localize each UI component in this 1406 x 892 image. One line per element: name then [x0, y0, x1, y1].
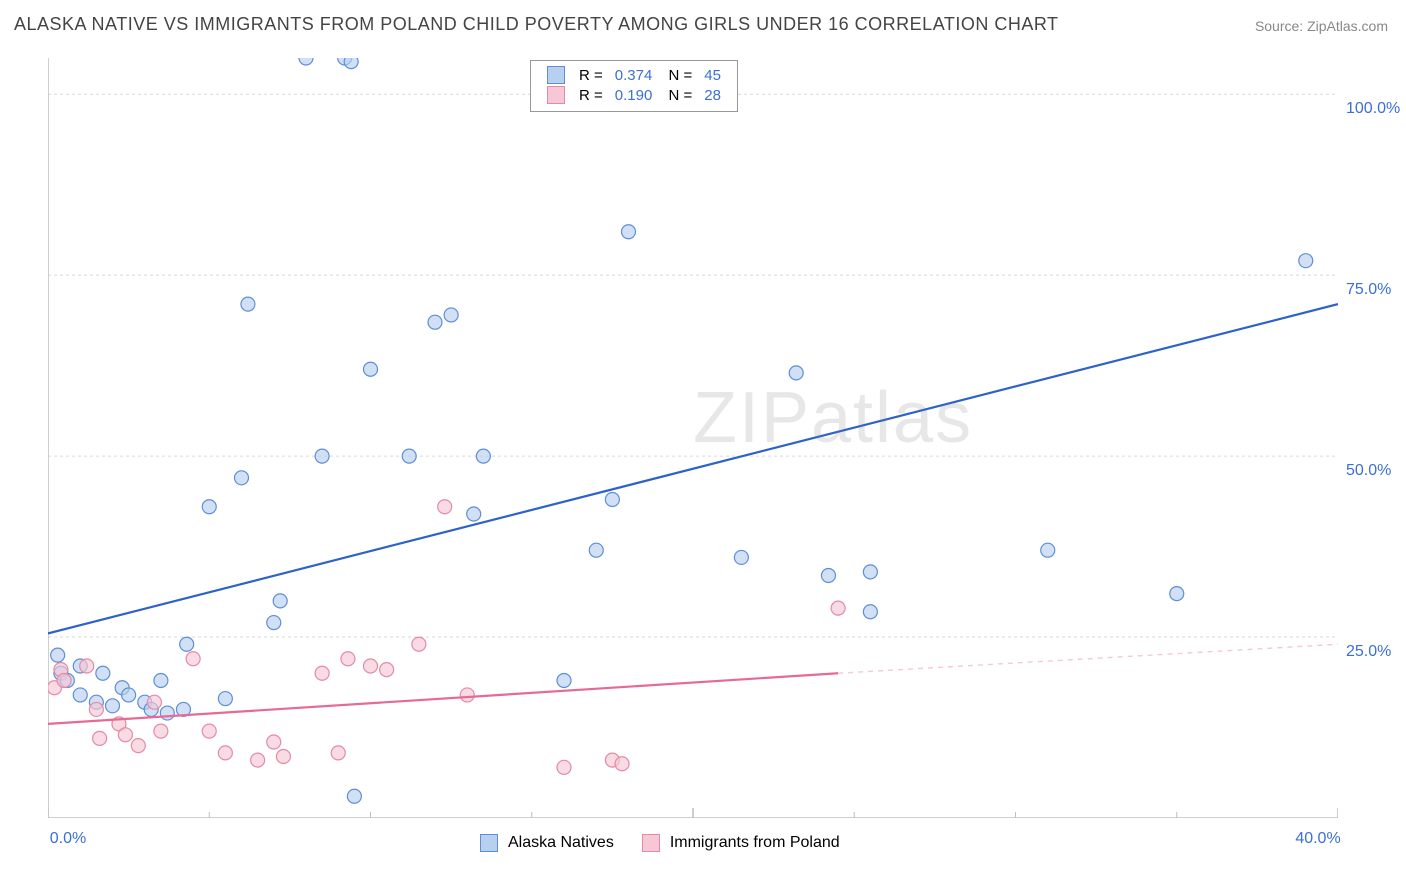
x-tick-label: 0.0% [50, 830, 86, 848]
series-swatch-bottom-0 [480, 834, 498, 852]
series-swatch-0 [547, 66, 565, 84]
y-tick-label: 100.0% [1346, 100, 1400, 118]
legend-item: Alaska Natives [480, 834, 614, 852]
chart-title: ALASKA NATIVE VS IMMIGRANTS FROM POLAND … [14, 14, 1059, 35]
y-tick-label: 50.0% [1346, 462, 1391, 480]
legend-row: R = 0.374 N = 45 [541, 65, 727, 85]
r-value-1: 0.190 [609, 85, 659, 105]
scatter-plot [48, 58, 1338, 818]
source-label: Source: ZipAtlas.com [1255, 18, 1388, 34]
r-value-0: 0.374 [609, 65, 659, 85]
stat-label: N = [658, 65, 698, 85]
series-swatch-bottom-1 [642, 834, 660, 852]
n-value-0: 45 [698, 65, 727, 85]
series-name-0: Alaska Natives [508, 834, 614, 852]
correlation-legend: R = 0.374 N = 45 R = 0.190 N = 28 [530, 60, 738, 112]
n-value-1: 28 [698, 85, 727, 105]
series-name-1: Immigrants from Poland [670, 834, 840, 852]
series-swatch-1 [547, 86, 565, 104]
legend-row: R = 0.190 N = 28 [541, 85, 727, 105]
stat-label: R = [573, 85, 609, 105]
x-tick-label: 40.0% [1295, 830, 1340, 848]
stat-label: N = [658, 85, 698, 105]
stat-label: R = [573, 65, 609, 85]
y-tick-label: 75.0% [1346, 281, 1391, 299]
legend-item: Immigrants from Poland [642, 834, 840, 852]
series-legend: Alaska Natives Immigrants from Poland [480, 834, 840, 852]
y-tick-label: 25.0% [1346, 643, 1391, 661]
